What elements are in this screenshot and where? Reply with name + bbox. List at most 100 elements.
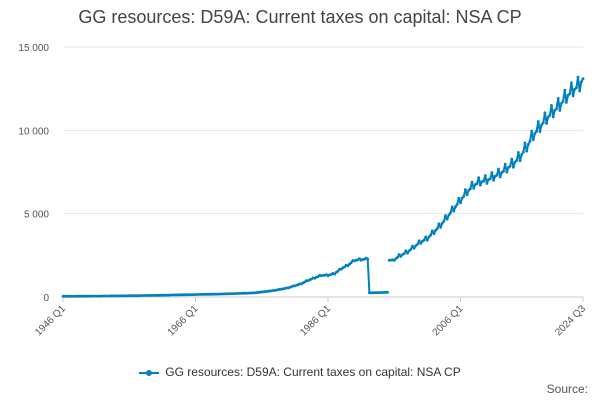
data-point[interactable] [568, 92, 572, 96]
data-point[interactable] [548, 113, 552, 117]
data-point[interactable] [492, 178, 495, 182]
data-point[interactable] [578, 89, 582, 93]
data-point[interactable] [346, 264, 350, 268]
data-point[interactable] [495, 173, 499, 177]
data-point[interactable] [437, 222, 441, 226]
data-point[interactable] [528, 139, 532, 143]
data-point[interactable] [508, 164, 512, 168]
data-point[interactable] [561, 99, 565, 103]
data-point[interactable] [497, 167, 500, 171]
data-point[interactable] [455, 203, 459, 206]
data-point[interactable] [556, 97, 560, 100]
data-point[interactable] [490, 171, 494, 174]
data-point[interactable] [531, 138, 535, 142]
data-point[interactable] [439, 225, 442, 229]
data-point[interactable] [550, 104, 553, 107]
data-point[interactable] [397, 253, 401, 256]
data-point[interactable] [545, 122, 548, 125]
data-point[interactable] [343, 265, 346, 269]
data-point[interactable] [488, 177, 492, 181]
data-point[interactable] [409, 248, 413, 251]
data-point[interactable] [515, 158, 519, 162]
data-point[interactable] [462, 194, 466, 198]
data-point[interactable] [425, 238, 429, 242]
data-point[interactable] [510, 157, 514, 161]
data-point[interactable] [560, 101, 563, 105]
data-point[interactable] [424, 235, 428, 239]
data-point[interactable] [412, 246, 416, 250]
data-point[interactable] [416, 243, 419, 246]
data-point[interactable] [470, 180, 474, 184]
data-point[interactable] [442, 219, 446, 223]
data-point[interactable] [417, 239, 421, 243]
data-point[interactable] [565, 101, 568, 104]
data-point[interactable] [366, 257, 370, 261]
data-point[interactable] [404, 249, 408, 253]
data-point[interactable] [551, 115, 555, 119]
data-point[interactable] [522, 150, 525, 154]
data-point[interactable] [540, 123, 543, 127]
data-point[interactable] [533, 131, 537, 135]
data-point[interactable] [465, 193, 469, 197]
data-point[interactable] [440, 221, 444, 225]
data-point[interactable] [460, 196, 464, 200]
data-point[interactable] [402, 252, 406, 256]
data-point[interactable] [538, 130, 542, 134]
data-point[interactable] [445, 217, 449, 221]
data-point[interactable] [512, 165, 515, 169]
data-point[interactable] [419, 242, 423, 245]
data-point[interactable] [454, 205, 457, 209]
data-point[interactable] [581, 77, 585, 81]
data-point[interactable] [563, 88, 567, 92]
data-point[interactable] [525, 149, 529, 153]
data-point[interactable] [435, 227, 439, 231]
data-point[interactable] [349, 261, 353, 265]
data-point[interactable] [546, 115, 550, 119]
data-point[interactable] [558, 109, 562, 112]
data-point[interactable] [392, 259, 396, 262]
data-point[interactable] [543, 111, 547, 115]
data-point[interactable] [469, 187, 472, 191]
data-point[interactable] [386, 290, 389, 294]
data-point[interactable] [555, 107, 558, 111]
data-point[interactable] [482, 179, 485, 183]
data-point[interactable] [411, 244, 414, 248]
data-point[interactable] [457, 196, 461, 200]
data-point[interactable] [432, 232, 436, 236]
data-point[interactable] [505, 170, 509, 174]
data-point[interactable] [527, 142, 530, 146]
data-point[interactable] [518, 159, 522, 163]
data-point[interactable] [536, 120, 540, 123]
data-point[interactable] [450, 205, 454, 209]
data-point[interactable] [575, 86, 578, 90]
data-point[interactable] [513, 160, 517, 164]
data-point[interactable] [406, 251, 409, 255]
data-point[interactable] [485, 182, 489, 185]
data-point[interactable] [459, 201, 462, 205]
data-point[interactable] [449, 211, 452, 215]
data-point[interactable] [579, 80, 583, 84]
data-point[interactable] [452, 209, 456, 213]
data-point[interactable] [444, 214, 447, 218]
data-point[interactable] [429, 233, 432, 237]
data-point[interactable] [336, 269, 340, 273]
data-point[interactable] [576, 75, 580, 79]
data-point[interactable] [535, 129, 538, 133]
data-point[interactable] [475, 182, 479, 186]
data-point[interactable] [472, 186, 476, 190]
data-point[interactable] [520, 153, 524, 156]
data-point[interactable] [422, 238, 426, 242]
data-point[interactable] [523, 141, 527, 145]
data-point[interactable] [396, 256, 399, 259]
data-point[interactable] [477, 176, 481, 180]
data-point[interactable] [399, 255, 403, 258]
data-point[interactable] [503, 162, 507, 166]
data-point[interactable] [447, 213, 451, 217]
data-point[interactable] [502, 169, 505, 173]
data-point[interactable] [570, 81, 573, 85]
data-point[interactable] [571, 94, 575, 98]
data-point[interactable] [530, 129, 534, 133]
data-point[interactable] [430, 229, 434, 233]
data-point[interactable] [541, 121, 545, 125]
data-point[interactable] [498, 175, 502, 179]
